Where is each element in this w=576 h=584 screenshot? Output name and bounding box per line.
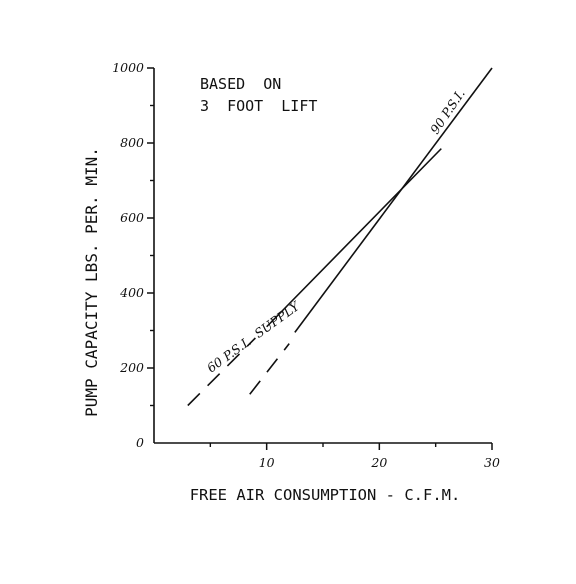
series-solid-90-p-s-i	[294, 67, 493, 333]
x-ticks: 10 20 30	[259, 443, 500, 470]
y-tick-label: 600	[120, 210, 144, 225]
x-tick-label: 20	[370, 455, 387, 470]
series-label-90-psi: 90 P.S.I.	[427, 86, 468, 136]
annotation-line-1: BASED ON	[200, 75, 281, 93]
x-tick-label: 10	[259, 455, 275, 470]
x-axis-label: FREE AIR CONSUMPTION - C.F.M.	[190, 486, 461, 504]
series-layer	[187, 67, 493, 407]
y-tick-label: 1000	[112, 60, 144, 75]
minor-ticks	[150, 104, 437, 447]
series-solid-60-p-s-i-supply	[266, 148, 442, 328]
y-ticks: 0 200 400 600 800 1000	[112, 60, 154, 450]
series-label-60-psi-supply: 60 P.S.I. SUPPLY	[204, 297, 304, 375]
annotation-line-2: 3 FOOT LIFT	[200, 97, 317, 115]
series-dashed-90-p-s-i	[249, 343, 290, 395]
y-tick-label: 800	[120, 135, 144, 150]
y-tick-label: 400	[119, 285, 144, 300]
y-tick-label: 0	[136, 435, 144, 450]
y-tick-label: 200	[119, 360, 144, 375]
series-dashed-60-p-s-i-supply	[187, 337, 256, 407]
y-axis-label: PUMP CAPACITY LBS. PER. MIN.	[82, 147, 101, 417]
x-tick-label: 30	[484, 455, 500, 470]
